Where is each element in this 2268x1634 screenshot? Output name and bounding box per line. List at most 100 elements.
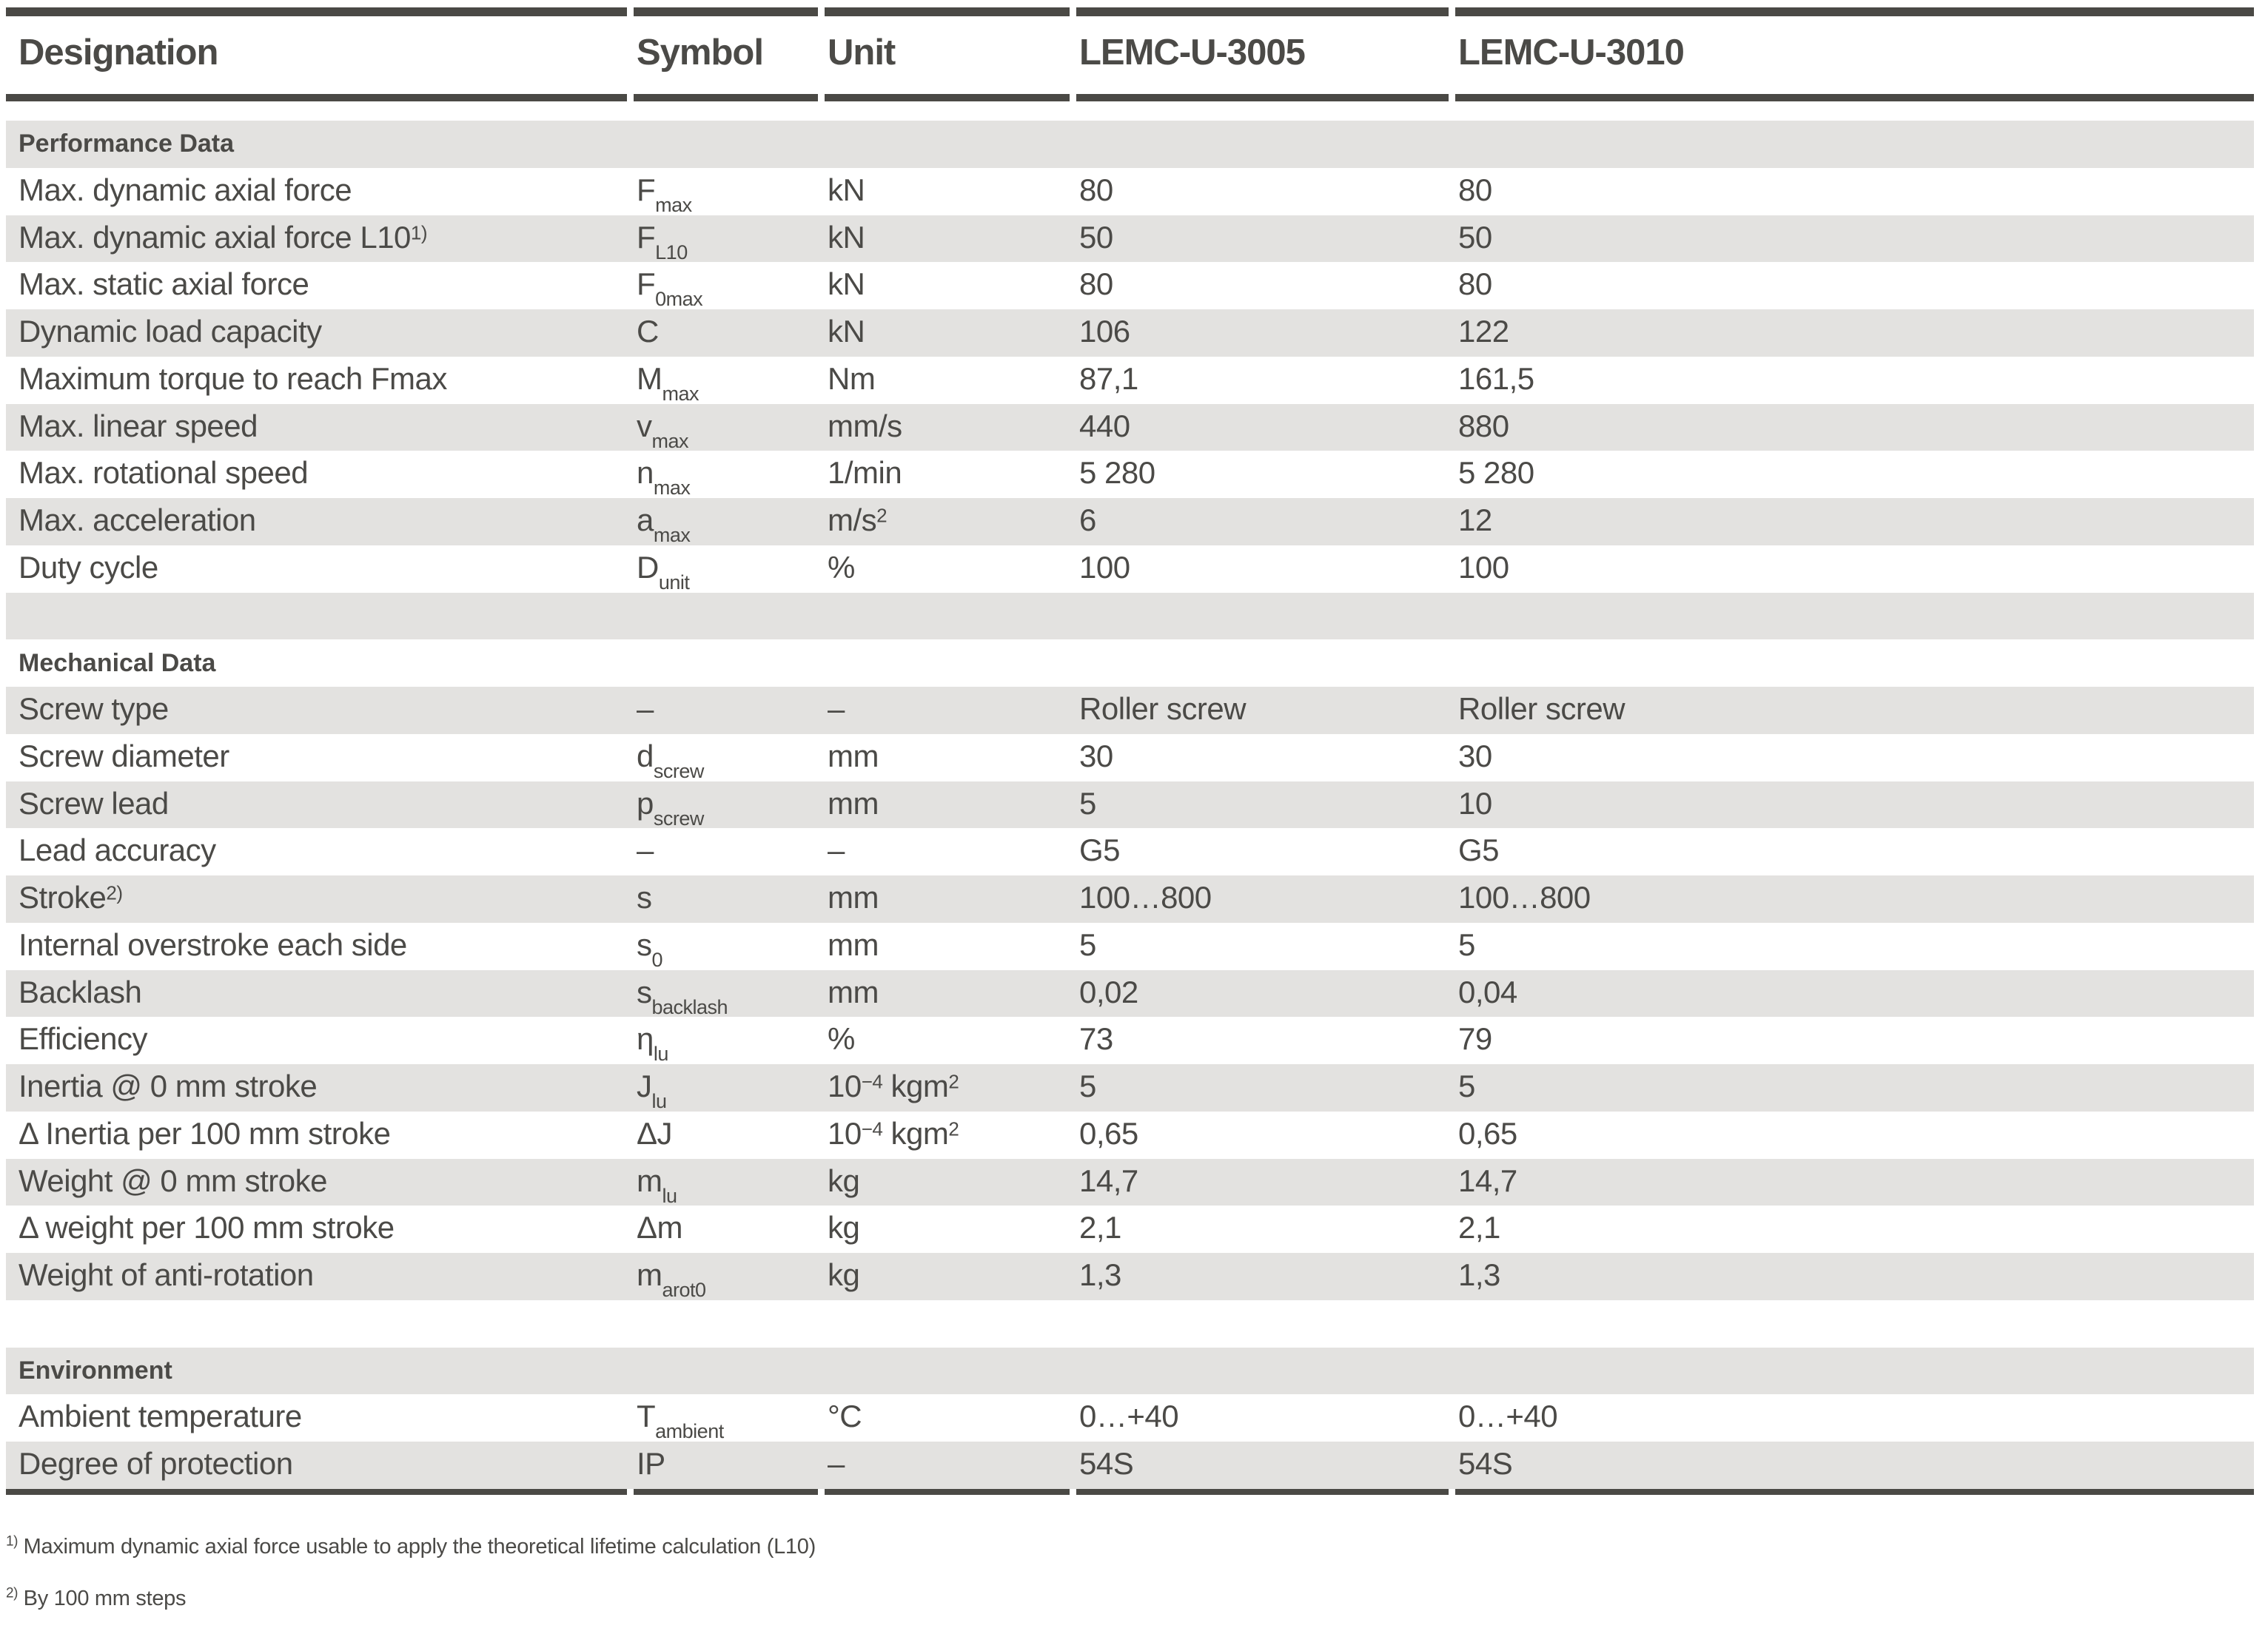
value-lemc-u-3005-cell: 440: [1079, 408, 1130, 443]
footnotes: 1) Maximum dynamic axial force usable to…: [6, 1533, 2268, 1613]
section-header-row: Environment: [6, 1347, 2254, 1395]
designation-cell: Screw type: [19, 691, 169, 726]
designation-cell: Backlash: [19, 974, 142, 1009]
section-header-row: Mechanical Data: [6, 639, 2254, 687]
value-lemc-u-3010-cell: 0,04: [1458, 974, 1517, 1009]
symbol-cell: –: [637, 833, 654, 868]
designation-cell: Δ weight per 100 mm stroke: [19, 1210, 395, 1245]
section-header-row: Performance Data: [6, 121, 2254, 168]
designation-cell: Δ Inertia per 100 mm stroke: [19, 1115, 391, 1151]
value-lemc-u-3010-cell: 1,3: [1458, 1257, 1500, 1292]
designation-cell: Max. rotational speed: [19, 455, 309, 491]
symbol-cell: Fmax: [637, 172, 692, 216]
value-lemc-u-3010-cell: 100: [1458, 549, 1509, 585]
data-row: Weight @ 0 mm stroke mlu kg 14,7 14,7: [6, 1158, 2254, 1206]
designation-cell: Max. dynamic axial force: [19, 172, 352, 207]
data-row: Screw lead pscrew mm 5 10: [6, 781, 2254, 829]
value-lemc-u-3010-cell: 2,1: [1458, 1210, 1500, 1245]
value-lemc-u-3010-cell: 5 280: [1458, 455, 1534, 491]
value-lemc-u-3010-cell: 30: [1458, 738, 1492, 773]
symbol-cell: IP: [637, 1446, 665, 1481]
table-top-rule: [6, 7, 2254, 16]
symbol-cell: s0: [637, 927, 663, 971]
footnote-1-text: Maximum dynamic axial force usable to ap…: [17, 1534, 816, 1559]
rule-segment: [818, 94, 1070, 101]
rule-segment: [1449, 7, 2254, 16]
designation-cell: Max. static axial force: [19, 266, 309, 302]
designation-cell: Max. dynamic axial force L101): [19, 219, 428, 255]
value-lemc-u-3010-cell: 5: [1458, 1069, 1475, 1103]
data-row: Efficiency ηlu% 73 79: [6, 1017, 2254, 1064]
unit-cell: 10−4 kgm2: [828, 1115, 959, 1151]
rule-segment: [1070, 1488, 1449, 1495]
data-row: Screw type – – Roller screw Roller screw: [6, 687, 2254, 734]
symbol-cell: vmax: [637, 408, 689, 452]
column-header-designation: Designation: [19, 33, 218, 73]
unit-cell: mm: [828, 974, 879, 1009]
value-lemc-u-3005-cell: 80: [1079, 266, 1113, 302]
value-lemc-u-3010-cell: 5: [1458, 927, 1475, 962]
value-lemc-u-3010-cell: 14,7: [1458, 1163, 1517, 1198]
value-lemc-u-3010-cell: Roller screw: [1458, 691, 1625, 726]
value-lemc-u-3010-cell: 0…+40: [1458, 1399, 1558, 1434]
value-lemc-u-3005-cell: 6: [1079, 502, 1096, 537]
unit-cell: mm: [828, 880, 879, 915]
unit-cell: kN: [828, 219, 865, 255]
value-lemc-u-3005-cell: 50: [1079, 219, 1113, 255]
rule-segment: [1449, 1488, 2254, 1495]
data-row: Degree of protection IP – 54S 54S: [6, 1442, 2254, 1489]
data-row: Backlash sbacklash mm 0,02 0,04: [6, 969, 2254, 1018]
designation-cell: Max. acceleration: [19, 502, 256, 537]
section-spacer-row: [6, 1300, 2254, 1348]
data-row: Δ Inertia per 100 mm stroke ΔJ 10−4 kgm2 0,…: [6, 1111, 2254, 1159]
value-lemc-u-3005-cell: 1,3: [1079, 1257, 1121, 1292]
value-lemc-u-3010-cell: 100…800: [1458, 880, 1591, 915]
symbol-cell: FL10: [637, 219, 688, 263]
unit-cell: –: [828, 691, 845, 726]
footnote-2: 2) By 100 mm steps: [6, 1585, 2268, 1612]
value-lemc-u-3005-cell: 100: [1079, 549, 1130, 585]
unit-cell: 1/min: [828, 455, 902, 491]
designation-cell: Degree of protection: [19, 1446, 293, 1481]
rule-segment: [6, 1488, 627, 1495]
symbol-cell: marot0: [637, 1257, 706, 1301]
value-lemc-u-3005-cell: 5: [1079, 785, 1096, 821]
rule-segment: [818, 7, 1070, 16]
rule-segment: [1070, 94, 1449, 101]
data-row: Internal overstroke each side s0 mm 5 5: [6, 922, 2254, 971]
value-lemc-u-3005-cell: 0…+40: [1079, 1399, 1179, 1434]
footnote-2-text: By 100 mm steps: [17, 1587, 187, 1610]
symbol-cell: Tambient: [637, 1399, 724, 1443]
footnote-2-marker: 2): [6, 1585, 18, 1601]
unit-cell: 10−4 kgm2: [828, 1069, 959, 1103]
value-lemc-u-3010-cell: 161,5: [1458, 360, 1534, 396]
value-lemc-u-3010-cell: 122: [1458, 314, 1509, 349]
value-lemc-u-3010-cell: 80: [1458, 266, 1492, 302]
column-header-unit: Unit: [828, 33, 896, 73]
data-row: Δ weight per 100 mm stroke Δm kg 2,1 2,1: [6, 1206, 2254, 1253]
value-lemc-u-3005-cell: 87,1: [1079, 360, 1138, 396]
value-lemc-u-3010-cell: G5: [1458, 833, 1500, 868]
data-row: Screw diameter dscrew mm 30 30: [6, 733, 2254, 781]
value-lemc-u-3005-cell: 14,7: [1079, 1163, 1138, 1198]
rule-segment: [1449, 94, 2254, 101]
designation-cell: Lead accuracy: [19, 833, 216, 868]
header-bottom-rule: [6, 94, 2254, 101]
symbol-cell: –: [637, 691, 654, 726]
table-bottom-rule: [6, 1488, 2254, 1495]
data-row: Max. acceleration amax m/s2 6 12: [6, 498, 2254, 545]
value-lemc-u-3005-cell: 30: [1079, 738, 1113, 773]
rule-segment: [627, 1488, 818, 1495]
designation-cell: Dynamic load capacity: [19, 314, 322, 349]
symbol-cell: ΔJ: [637, 1115, 673, 1151]
value-lemc-u-3005-cell: G5: [1079, 833, 1121, 868]
data-row: Weight of anti-rotation marot0 kg 1,3 1,3: [6, 1253, 2254, 1300]
rule-segment: [818, 1488, 1070, 1495]
value-lemc-u-3005-cell: 2,1: [1079, 1210, 1121, 1245]
column-header-symbol: Symbol: [637, 33, 764, 73]
data-row: Ambient temperature Tambient °C 0…+40 0…+40: [6, 1394, 2254, 1442]
value-lemc-u-3005-cell: 0,65: [1079, 1115, 1138, 1151]
unit-cell: –: [828, 1446, 845, 1481]
designation-cell: Efficiency: [19, 1021, 147, 1057]
